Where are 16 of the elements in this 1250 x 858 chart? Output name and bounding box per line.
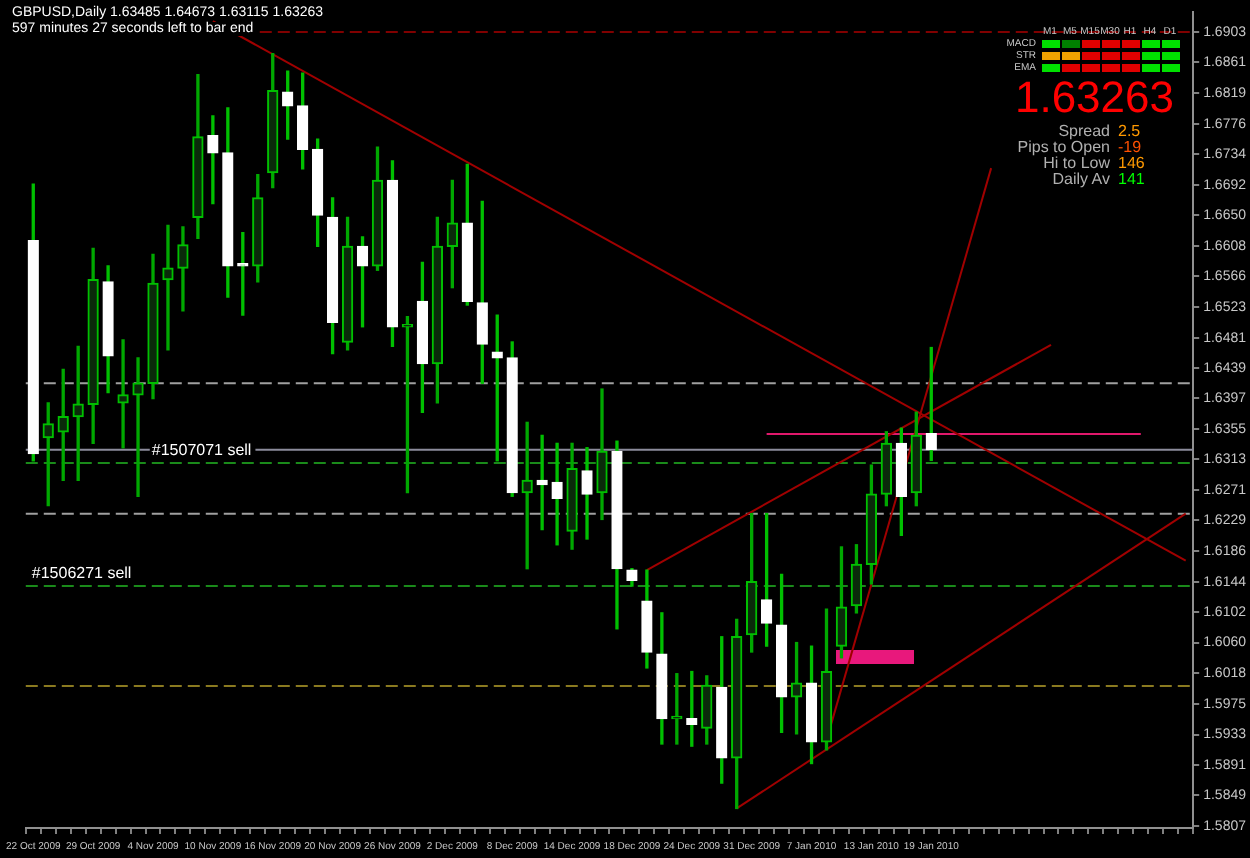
annotation: Spread: [1058, 122, 1110, 140]
annotation: Pips to Open: [1017, 138, 1110, 156]
annotation: -19: [1118, 138, 1142, 156]
candlestick: [162, 224, 174, 351]
ref-line-label: #1507071 sell: [151, 441, 252, 460]
candlestick: [117, 339, 129, 449]
annotation: 141: [1118, 170, 1145, 188]
annotation: 2.5: [1118, 122, 1141, 140]
candlestick: [207, 115, 219, 205]
candlestick: [551, 442, 563, 546]
candlestick: [132, 357, 144, 497]
annotation: Hi to Low: [1043, 154, 1110, 172]
annotation: Daily Av: [1052, 170, 1110, 188]
annotation: 146: [1118, 154, 1145, 172]
annotation: 1.63263: [1014, 72, 1174, 122]
ref-line-label: #1506271 sell: [31, 564, 132, 583]
